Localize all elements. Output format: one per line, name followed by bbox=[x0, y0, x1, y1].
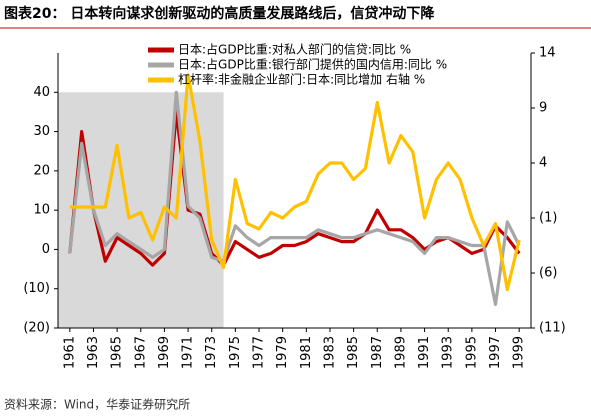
y-tick-label: (10) bbox=[23, 281, 50, 296]
y-tick-label: 30 bbox=[33, 124, 50, 139]
x-tick-label: 1967 bbox=[133, 336, 148, 369]
y2-tick-label: 9 bbox=[539, 101, 547, 116]
x-tick-label: 1993 bbox=[441, 336, 456, 369]
legend-label: 日本:占GDP比重:对私人部门的信贷:同比 % bbox=[178, 42, 411, 57]
y2-tick-label: (11) bbox=[539, 321, 566, 336]
y-tick-label: 0 bbox=[42, 242, 50, 257]
x-tick-label: 1977 bbox=[252, 336, 267, 369]
x-tick-label: 1971 bbox=[181, 336, 196, 369]
legend-label: 日本:占GDP比重:银行部门提供的国内信用:同比 % bbox=[178, 57, 447, 72]
x-tick-label: 1995 bbox=[464, 336, 479, 369]
legend-label: 杠杆率:非金融企业部门:日本:同比增加 右轴 % bbox=[178, 72, 425, 87]
y-tick-label: (20) bbox=[23, 321, 50, 336]
x-tick-label: 1979 bbox=[275, 336, 290, 369]
x-tick-label: 1981 bbox=[299, 336, 314, 369]
x-tick-label: 1999 bbox=[512, 336, 527, 369]
series-line bbox=[69, 73, 521, 292]
y2-tick-label: (6) bbox=[539, 266, 557, 281]
source: 资料来源：Wind，华泰证券研究所 bbox=[4, 397, 190, 412]
y-tick-label: 20 bbox=[33, 163, 50, 178]
x-tick-label: 1965 bbox=[110, 336, 125, 369]
x-tick-label: 1985 bbox=[346, 336, 361, 369]
y2-tick-label: 4 bbox=[539, 156, 547, 171]
series-line bbox=[68, 90, 521, 306]
x-tick-label: 1973 bbox=[204, 336, 219, 369]
x-tick-label: 1987 bbox=[370, 336, 385, 369]
y-tick-label: 10 bbox=[33, 203, 50, 218]
shaded-region bbox=[58, 92, 224, 329]
x-tick-label: 1975 bbox=[228, 336, 243, 369]
x-tick-label: 1997 bbox=[488, 336, 503, 369]
y2-tick-label: (1) bbox=[539, 211, 557, 226]
x-tick-label: 1961 bbox=[62, 336, 77, 369]
y-tick-label: 40 bbox=[33, 85, 50, 100]
x-tick-label: 1983 bbox=[322, 336, 337, 369]
x-tick-label: 1991 bbox=[417, 336, 432, 369]
x-tick-label: 1969 bbox=[157, 336, 172, 369]
y2-tick-label: 14 bbox=[539, 46, 556, 61]
chart-title: 图表20： 日本转向谋求创新驱动的高质量发展路线后，信贷冲动下降 bbox=[4, 5, 435, 22]
x-tick-label: 1963 bbox=[86, 336, 101, 369]
x-tick-label: 1989 bbox=[393, 336, 408, 369]
